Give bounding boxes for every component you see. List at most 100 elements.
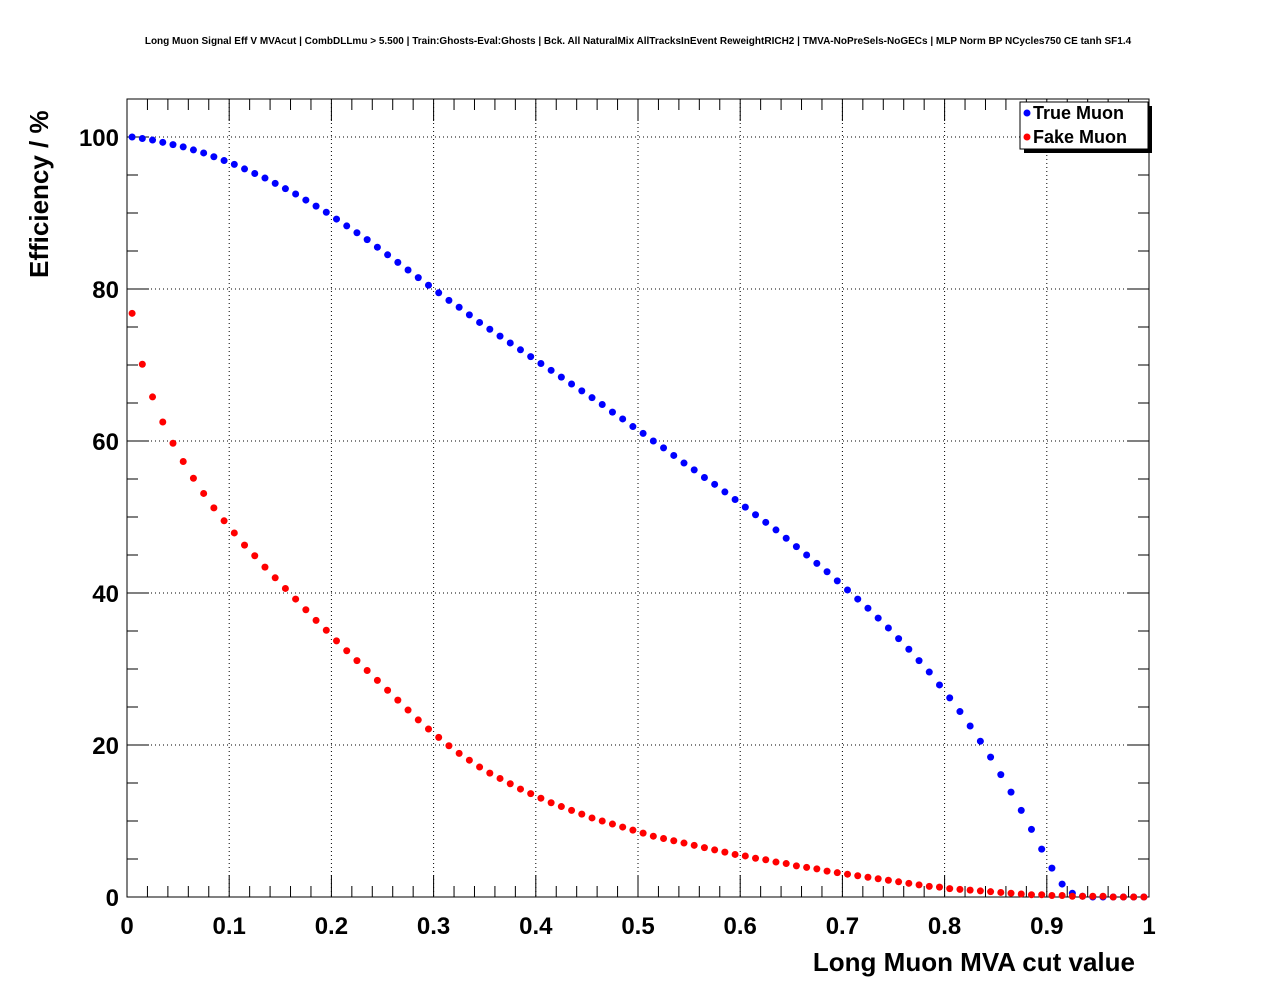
data-point [302, 606, 310, 614]
data-point [895, 635, 903, 643]
x-tick-label: 0.2 [315, 913, 348, 940]
data-point [721, 488, 729, 496]
data-point [619, 415, 627, 423]
legend-box [1019, 101, 1149, 150]
y-tick-label: 80 [92, 277, 119, 304]
data-point [445, 742, 453, 750]
data-point [782, 860, 790, 868]
data-point [935, 681, 943, 689]
data-point [895, 878, 903, 886]
data-point [373, 243, 381, 251]
data-point [864, 604, 872, 612]
data-point [976, 887, 984, 895]
data-point [516, 785, 524, 793]
data-point [874, 614, 882, 622]
data-point [884, 624, 892, 632]
data-point [496, 774, 504, 782]
data-point [1027, 825, 1035, 833]
data-point [312, 616, 320, 624]
legend-label-true-muon: True Muon [1033, 103, 1124, 123]
data-point [670, 837, 678, 845]
data-point [1017, 890, 1025, 898]
data-point [292, 595, 300, 603]
data-point [598, 401, 606, 409]
series-fake-muon [128, 309, 1148, 901]
data-point [568, 380, 576, 388]
data-point [333, 637, 341, 645]
data-point [833, 869, 841, 877]
data-point [639, 829, 647, 837]
data-point [588, 394, 596, 402]
data-point [690, 841, 698, 849]
data-point [629, 826, 637, 834]
data-point [465, 311, 473, 319]
data-point [578, 387, 586, 395]
data-point [220, 157, 228, 165]
data-point [384, 251, 392, 259]
data-point [128, 309, 136, 317]
data-point [179, 458, 187, 466]
data-point [537, 359, 545, 367]
data-point [598, 817, 606, 825]
data-point [639, 429, 647, 437]
data-point [935, 883, 943, 891]
data-point [854, 872, 862, 880]
x-tick-label: 0.5 [621, 913, 654, 940]
data-point [608, 820, 616, 828]
data-point [445, 296, 453, 304]
data-point [1007, 889, 1015, 897]
data-point [292, 190, 300, 198]
data-point [424, 281, 432, 289]
data-point [169, 439, 177, 447]
data-point [864, 873, 872, 881]
x-tick-label: 0.9 [1030, 913, 1063, 940]
data-point [711, 846, 719, 854]
data-point [915, 657, 923, 665]
data-point [159, 138, 167, 146]
data-point [496, 332, 504, 340]
data-point [506, 780, 514, 788]
data-point [905, 645, 913, 653]
x-tick-label: 0.4 [519, 913, 553, 940]
data-point [803, 551, 811, 559]
data-point [138, 360, 146, 368]
data-point [700, 473, 708, 481]
x-tick-labels: 0 0.1 0.2 0.3 0.4 0.5 0.6 0.7 0.8 0.9 1 [120, 913, 1155, 940]
data-point [1099, 892, 1107, 900]
data-point [649, 832, 657, 840]
data-point [619, 823, 627, 831]
data-point [1027, 891, 1035, 899]
x-tick-label: 1 [1142, 913, 1155, 940]
data-point [854, 595, 862, 603]
data-point [557, 803, 565, 811]
data-point [660, 834, 668, 842]
data-point [833, 577, 841, 585]
data-point [486, 325, 494, 333]
data-point [690, 466, 698, 474]
legend-marker-true-muon [1023, 109, 1031, 117]
legend-marker-fake-muon [1023, 133, 1031, 141]
data-point [752, 511, 760, 519]
data-point [281, 185, 289, 193]
legend: True Muon Fake Muon [1019, 101, 1152, 153]
data-point [200, 149, 208, 157]
data-point [271, 574, 279, 582]
data-point [343, 222, 351, 230]
data-point [1119, 893, 1127, 901]
data-point [220, 517, 228, 525]
data-point [363, 236, 371, 244]
grid-lines [127, 99, 1149, 897]
data-point [189, 146, 197, 154]
data-point [1130, 893, 1138, 901]
data-point [394, 696, 402, 704]
data-point [608, 408, 616, 416]
y-axis-title: Efficiency / % [24, 110, 54, 278]
data-point [1048, 891, 1056, 899]
data-point [792, 862, 800, 870]
data-point [762, 518, 770, 526]
data-point [946, 694, 954, 702]
data-point [302, 196, 310, 204]
data-point [772, 526, 780, 534]
data-point [333, 215, 341, 223]
data-point [527, 353, 535, 361]
